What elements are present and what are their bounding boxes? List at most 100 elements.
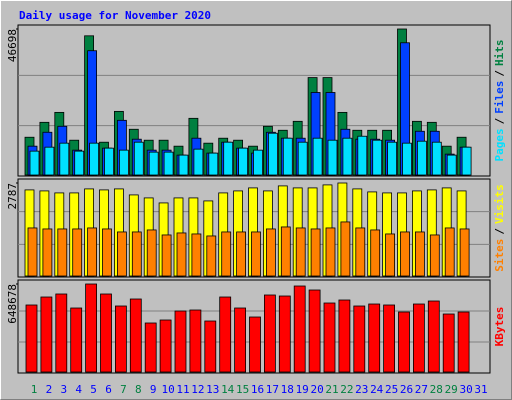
y-tick-label: 648678 bbox=[6, 284, 19, 324]
bar bbox=[40, 296, 53, 373]
bar bbox=[383, 304, 396, 373]
bar bbox=[119, 149, 129, 176]
bar bbox=[400, 231, 410, 277]
bar bbox=[368, 303, 381, 373]
x-tick-label: 15 bbox=[236, 383, 249, 396]
legend-entry: Sites bbox=[493, 239, 506, 272]
bar bbox=[278, 295, 291, 373]
bar bbox=[208, 152, 219, 176]
bar bbox=[459, 228, 470, 277]
x-tick-label: 17 bbox=[266, 383, 279, 396]
bar bbox=[457, 311, 470, 373]
y-tick-label: 2787 bbox=[6, 183, 19, 210]
legend-separator: / bbox=[493, 228, 506, 235]
bar bbox=[55, 293, 68, 373]
x-tick-label: 27 bbox=[415, 383, 428, 396]
legend-entry: Files bbox=[493, 81, 506, 114]
bar bbox=[57, 228, 68, 277]
bar bbox=[131, 231, 142, 277]
bar bbox=[427, 300, 440, 373]
legend-entry: Hits bbox=[493, 40, 506, 67]
bar bbox=[148, 151, 159, 176]
x-tick-label: 18 bbox=[281, 383, 294, 396]
bar bbox=[59, 142, 70, 176]
x-tick-label: 23 bbox=[355, 383, 368, 396]
bar bbox=[357, 135, 368, 176]
bar bbox=[178, 154, 189, 176]
bar bbox=[251, 231, 261, 277]
bar bbox=[263, 294, 276, 373]
x-tick-label: 31 bbox=[474, 383, 487, 396]
legend: KBytes bbox=[493, 307, 506, 347]
bar bbox=[253, 149, 263, 176]
bar bbox=[89, 142, 99, 176]
bar bbox=[236, 231, 247, 277]
bar bbox=[280, 226, 291, 277]
bar bbox=[340, 221, 351, 277]
bar bbox=[129, 298, 142, 373]
x-tick-label: 1 bbox=[31, 383, 38, 396]
bar bbox=[325, 227, 336, 277]
bar bbox=[176, 232, 187, 277]
bar bbox=[461, 146, 472, 176]
bar bbox=[429, 234, 440, 277]
bar bbox=[446, 154, 457, 176]
bar bbox=[355, 227, 366, 277]
x-tick-label: 19 bbox=[296, 383, 309, 396]
bar bbox=[444, 227, 455, 277]
x-tick-label: 6 bbox=[105, 383, 112, 396]
bar bbox=[70, 307, 83, 373]
bar bbox=[42, 228, 53, 277]
bar bbox=[372, 139, 383, 176]
bar bbox=[115, 305, 127, 373]
bar bbox=[387, 141, 398, 176]
bar bbox=[204, 320, 217, 373]
x-tick-label: 30 bbox=[459, 383, 472, 396]
x-tick-label: 14 bbox=[221, 383, 235, 396]
x-tick-label: 11 bbox=[176, 383, 189, 396]
bar bbox=[312, 137, 323, 176]
bar bbox=[402, 142, 412, 176]
bar bbox=[117, 231, 127, 277]
bar bbox=[87, 227, 97, 277]
x-tick-label: 29 bbox=[445, 383, 458, 396]
x-tick-label: 3 bbox=[60, 383, 67, 396]
x-tick-label: 5 bbox=[90, 383, 97, 396]
bar bbox=[338, 299, 351, 373]
bar bbox=[191, 233, 202, 277]
x-tick-label: 4 bbox=[75, 383, 82, 396]
x-tick-label: 13 bbox=[206, 383, 219, 396]
bar bbox=[133, 141, 144, 176]
x-tick-label: 20 bbox=[310, 383, 323, 396]
legend-separator: / bbox=[493, 70, 506, 77]
bar bbox=[297, 141, 308, 176]
legend-separator: / bbox=[493, 117, 506, 124]
x-tick-label: 7 bbox=[120, 383, 127, 396]
bar bbox=[327, 139, 338, 176]
bar bbox=[104, 147, 114, 176]
legend-entry: Visits bbox=[493, 184, 506, 224]
bar bbox=[29, 150, 40, 176]
bar bbox=[265, 228, 276, 277]
bar bbox=[189, 309, 202, 373]
x-tick-label: 26 bbox=[400, 383, 413, 396]
x-tick-label: 12 bbox=[191, 383, 204, 396]
y-tick-label: 46698 bbox=[6, 29, 19, 62]
bar bbox=[221, 231, 232, 277]
bar bbox=[282, 137, 293, 176]
bar bbox=[74, 150, 85, 176]
bar bbox=[353, 305, 366, 373]
bar bbox=[72, 228, 83, 277]
bar bbox=[310, 228, 321, 277]
bar bbox=[144, 322, 157, 373]
bar bbox=[193, 148, 204, 176]
x-tick-label: 2 bbox=[46, 383, 53, 396]
x-tick-label: 28 bbox=[430, 383, 443, 396]
bar bbox=[146, 229, 157, 277]
bar bbox=[223, 141, 234, 176]
x-tick-label: 16 bbox=[251, 383, 264, 396]
bar bbox=[102, 228, 112, 277]
bar bbox=[206, 235, 217, 277]
bar bbox=[442, 313, 455, 373]
